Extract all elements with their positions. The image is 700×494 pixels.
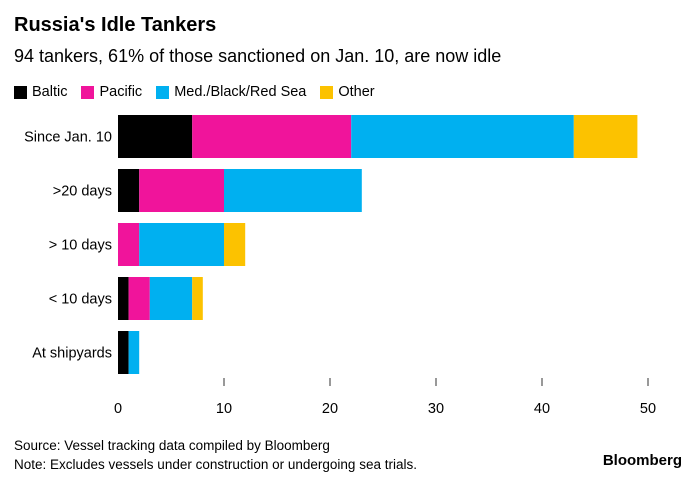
bar-20-days-med-black-red-sea: [224, 169, 362, 212]
bloomberg-logo: Bloomberg: [602, 452, 682, 469]
bar-at-shipyards-med-black-red-sea: [128, 331, 140, 374]
legend-item-pacific: Pacific: [81, 84, 142, 100]
category-label-20-days: >20 days: [53, 184, 112, 200]
stacked-bar-chart: Since Jan. 10 >20 days > 10 days < 10 days A…: [24, 115, 656, 417]
bar-10-days-med-black-red-sea: [149, 277, 193, 320]
legend-label-pacific: Pacific: [99, 84, 143, 100]
x-tick-label-40: 40: [534, 401, 550, 417]
bar-since-jan-10-baltic: [118, 115, 193, 158]
legend-label-other: Other: [338, 84, 375, 100]
footer: Source: Vessel tracking data compiled by…: [14, 436, 417, 474]
legend-label-med-black-red-sea: Med./Black/Red Sea: [174, 84, 307, 100]
category-label-since-jan-10: Since Jan. 10: [24, 130, 112, 146]
legend-swatch-pacific: [81, 85, 95, 99]
bar-10-days-pacific: [118, 223, 140, 266]
x-tick-label-30: 30: [428, 401, 444, 417]
chart-subtitle: 94 tankers, 61% of those sanctioned on J…: [14, 46, 502, 66]
bar-10-days-other: [192, 277, 203, 320]
chart-title: Russia's Idle Tankers: [14, 14, 217, 36]
bar-10-days-other: [224, 223, 246, 266]
x-tick-label-20: 20: [322, 401, 338, 417]
legend-item-other: Other: [320, 84, 375, 100]
exclusion-note: Note: Excludes vessels under constructio…: [14, 457, 417, 472]
legend-item-baltic: Baltic: [14, 84, 67, 100]
bar-10-days-baltic: [118, 277, 129, 320]
legend-swatch-med-black-red-sea: [156, 85, 170, 99]
x-tick-label-0: 0: [114, 401, 122, 417]
x-tick-label-50: 50: [640, 401, 656, 417]
category-label-10-days: < 10 days: [49, 292, 112, 308]
bar-10-days-pacific: [128, 277, 150, 320]
bar-20-days-pacific: [139, 169, 224, 212]
x-tick-label-10: 10: [216, 401, 232, 417]
legend-item-med-black-red-sea: Med./Black/Red Sea: [156, 84, 306, 100]
legend-swatch-baltic: [14, 85, 27, 99]
source-note: Source: Vessel tracking data compiled by…: [14, 438, 330, 453]
legend: Baltic Pacific Med./Black/Red Sea Other: [14, 84, 389, 100]
legend-swatch-other: [320, 85, 334, 99]
legend-label-baltic: Baltic: [32, 84, 68, 100]
bar-20-days-baltic: [118, 169, 140, 212]
bar-at-shipyards-baltic: [118, 331, 129, 374]
category-label-10-days: > 10 days: [49, 238, 112, 254]
bar-since-jan-10-pacific: [192, 115, 352, 158]
bar-since-jan-10-other: [573, 115, 638, 158]
bar-10-days-med-black-red-sea: [139, 223, 224, 266]
category-label-at-shipyards: At shipyards: [32, 346, 112, 362]
bar-since-jan-10-med-black-red-sea: [351, 115, 574, 158]
